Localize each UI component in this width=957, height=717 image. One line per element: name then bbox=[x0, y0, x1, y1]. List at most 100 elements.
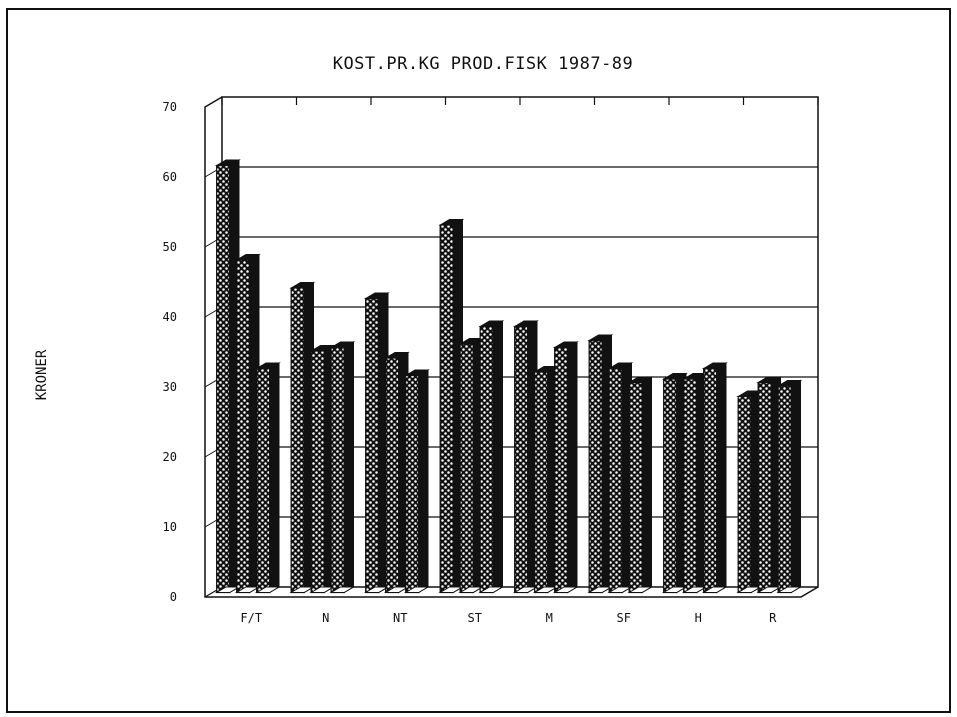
y-tick-label: 0 bbox=[170, 590, 177, 604]
bar-front bbox=[777, 385, 792, 594]
bars bbox=[214, 159, 803, 594]
bar-top bbox=[234, 254, 261, 261]
bar-front bbox=[236, 259, 251, 594]
bar-side bbox=[492, 320, 503, 594]
x-tick-label: M bbox=[546, 611, 553, 625]
y-tick-label: 50 bbox=[163, 240, 177, 254]
chart-title: KOST.PR.KG PROD.FISK 1987-89 bbox=[333, 54, 634, 74]
bar bbox=[234, 253, 261, 594]
bar-front bbox=[330, 346, 345, 594]
bar bbox=[701, 362, 728, 594]
bar-base bbox=[552, 586, 579, 593]
bar-front bbox=[588, 339, 603, 594]
bar bbox=[214, 159, 241, 594]
bar bbox=[289, 281, 316, 594]
bar-front bbox=[256, 367, 271, 594]
bar-front bbox=[663, 378, 678, 594]
bar-top bbox=[756, 376, 783, 383]
bar-base bbox=[329, 586, 356, 593]
bar-front bbox=[385, 357, 400, 594]
bar-base bbox=[254, 586, 281, 593]
bar-front bbox=[757, 381, 772, 594]
bar bbox=[756, 376, 783, 594]
bar-side bbox=[343, 341, 354, 594]
bar-side bbox=[567, 341, 578, 594]
bar-top bbox=[309, 345, 336, 352]
bar-side bbox=[790, 379, 801, 594]
bar-side bbox=[641, 376, 652, 594]
bar-top bbox=[438, 219, 465, 226]
bar bbox=[329, 341, 356, 594]
bar-top bbox=[776, 380, 803, 387]
bar bbox=[438, 218, 465, 594]
bar bbox=[736, 390, 763, 594]
bar bbox=[532, 365, 559, 594]
bar bbox=[309, 344, 336, 594]
bar-front bbox=[479, 325, 494, 594]
bar-front bbox=[405, 374, 420, 594]
bar-front bbox=[310, 350, 325, 594]
bar-front bbox=[365, 297, 380, 594]
bar-top bbox=[403, 369, 430, 376]
bar-front bbox=[554, 346, 569, 594]
bar-top bbox=[383, 352, 410, 359]
bar-front bbox=[608, 367, 623, 594]
bar-front bbox=[290, 287, 305, 594]
bar-front bbox=[703, 367, 718, 594]
bar bbox=[363, 292, 390, 594]
x-tick-label: ST bbox=[468, 611, 482, 625]
bar-side bbox=[269, 362, 280, 594]
bar bbox=[661, 372, 688, 594]
bar-front bbox=[216, 164, 231, 594]
bar bbox=[383, 351, 410, 594]
x-tick-labels: F/T N NT ST M SF H R bbox=[240, 611, 777, 625]
bar bbox=[587, 334, 614, 594]
y-tick-labels: 0 10 20 30 40 50 60 70 bbox=[163, 100, 177, 604]
bar-front bbox=[737, 395, 752, 594]
y-tick-label: 20 bbox=[163, 450, 177, 464]
y-axis-label: KRONER bbox=[34, 349, 50, 400]
bar-side bbox=[418, 369, 429, 594]
x-tick-label: NT bbox=[393, 611, 407, 625]
x-tick-label: F/T bbox=[240, 611, 262, 625]
x-tick-label: H bbox=[695, 611, 702, 625]
bar-front bbox=[628, 381, 643, 594]
x-tick-label: SF bbox=[617, 611, 631, 625]
bar-front bbox=[514, 325, 529, 594]
bar-base bbox=[403, 586, 430, 593]
bar-front bbox=[683, 378, 698, 594]
bar-top bbox=[254, 362, 281, 369]
y-tick-label: 10 bbox=[163, 520, 177, 534]
bar bbox=[403, 369, 430, 594]
bar bbox=[478, 320, 505, 594]
bar-top bbox=[552, 341, 579, 348]
bar-top bbox=[627, 376, 654, 383]
bar bbox=[512, 320, 539, 594]
bar-top bbox=[607, 362, 634, 369]
bar-top bbox=[214, 159, 241, 166]
bar-top bbox=[363, 292, 390, 299]
x-tick-label: R bbox=[769, 611, 777, 625]
bar bbox=[681, 372, 708, 594]
bar-top bbox=[661, 373, 688, 380]
bar-front bbox=[534, 371, 549, 594]
y-tick-label: 40 bbox=[163, 310, 177, 324]
bar bbox=[254, 362, 281, 594]
bar bbox=[552, 341, 579, 594]
chart-frame bbox=[6, 8, 951, 713]
y-tick-label: 70 bbox=[163, 100, 177, 114]
bar bbox=[776, 379, 803, 594]
bar-top bbox=[512, 320, 539, 327]
bar-top bbox=[587, 334, 614, 341]
bar-base bbox=[627, 586, 654, 593]
bar bbox=[607, 362, 634, 594]
bar bbox=[458, 337, 485, 594]
bar-top bbox=[701, 362, 728, 369]
y-tick-label: 60 bbox=[163, 170, 177, 184]
bar-base bbox=[701, 586, 728, 593]
bar-front bbox=[459, 343, 474, 594]
y-tick-label: 30 bbox=[163, 380, 177, 394]
bar-front bbox=[439, 224, 454, 594]
x-tick-label: N bbox=[322, 611, 329, 625]
